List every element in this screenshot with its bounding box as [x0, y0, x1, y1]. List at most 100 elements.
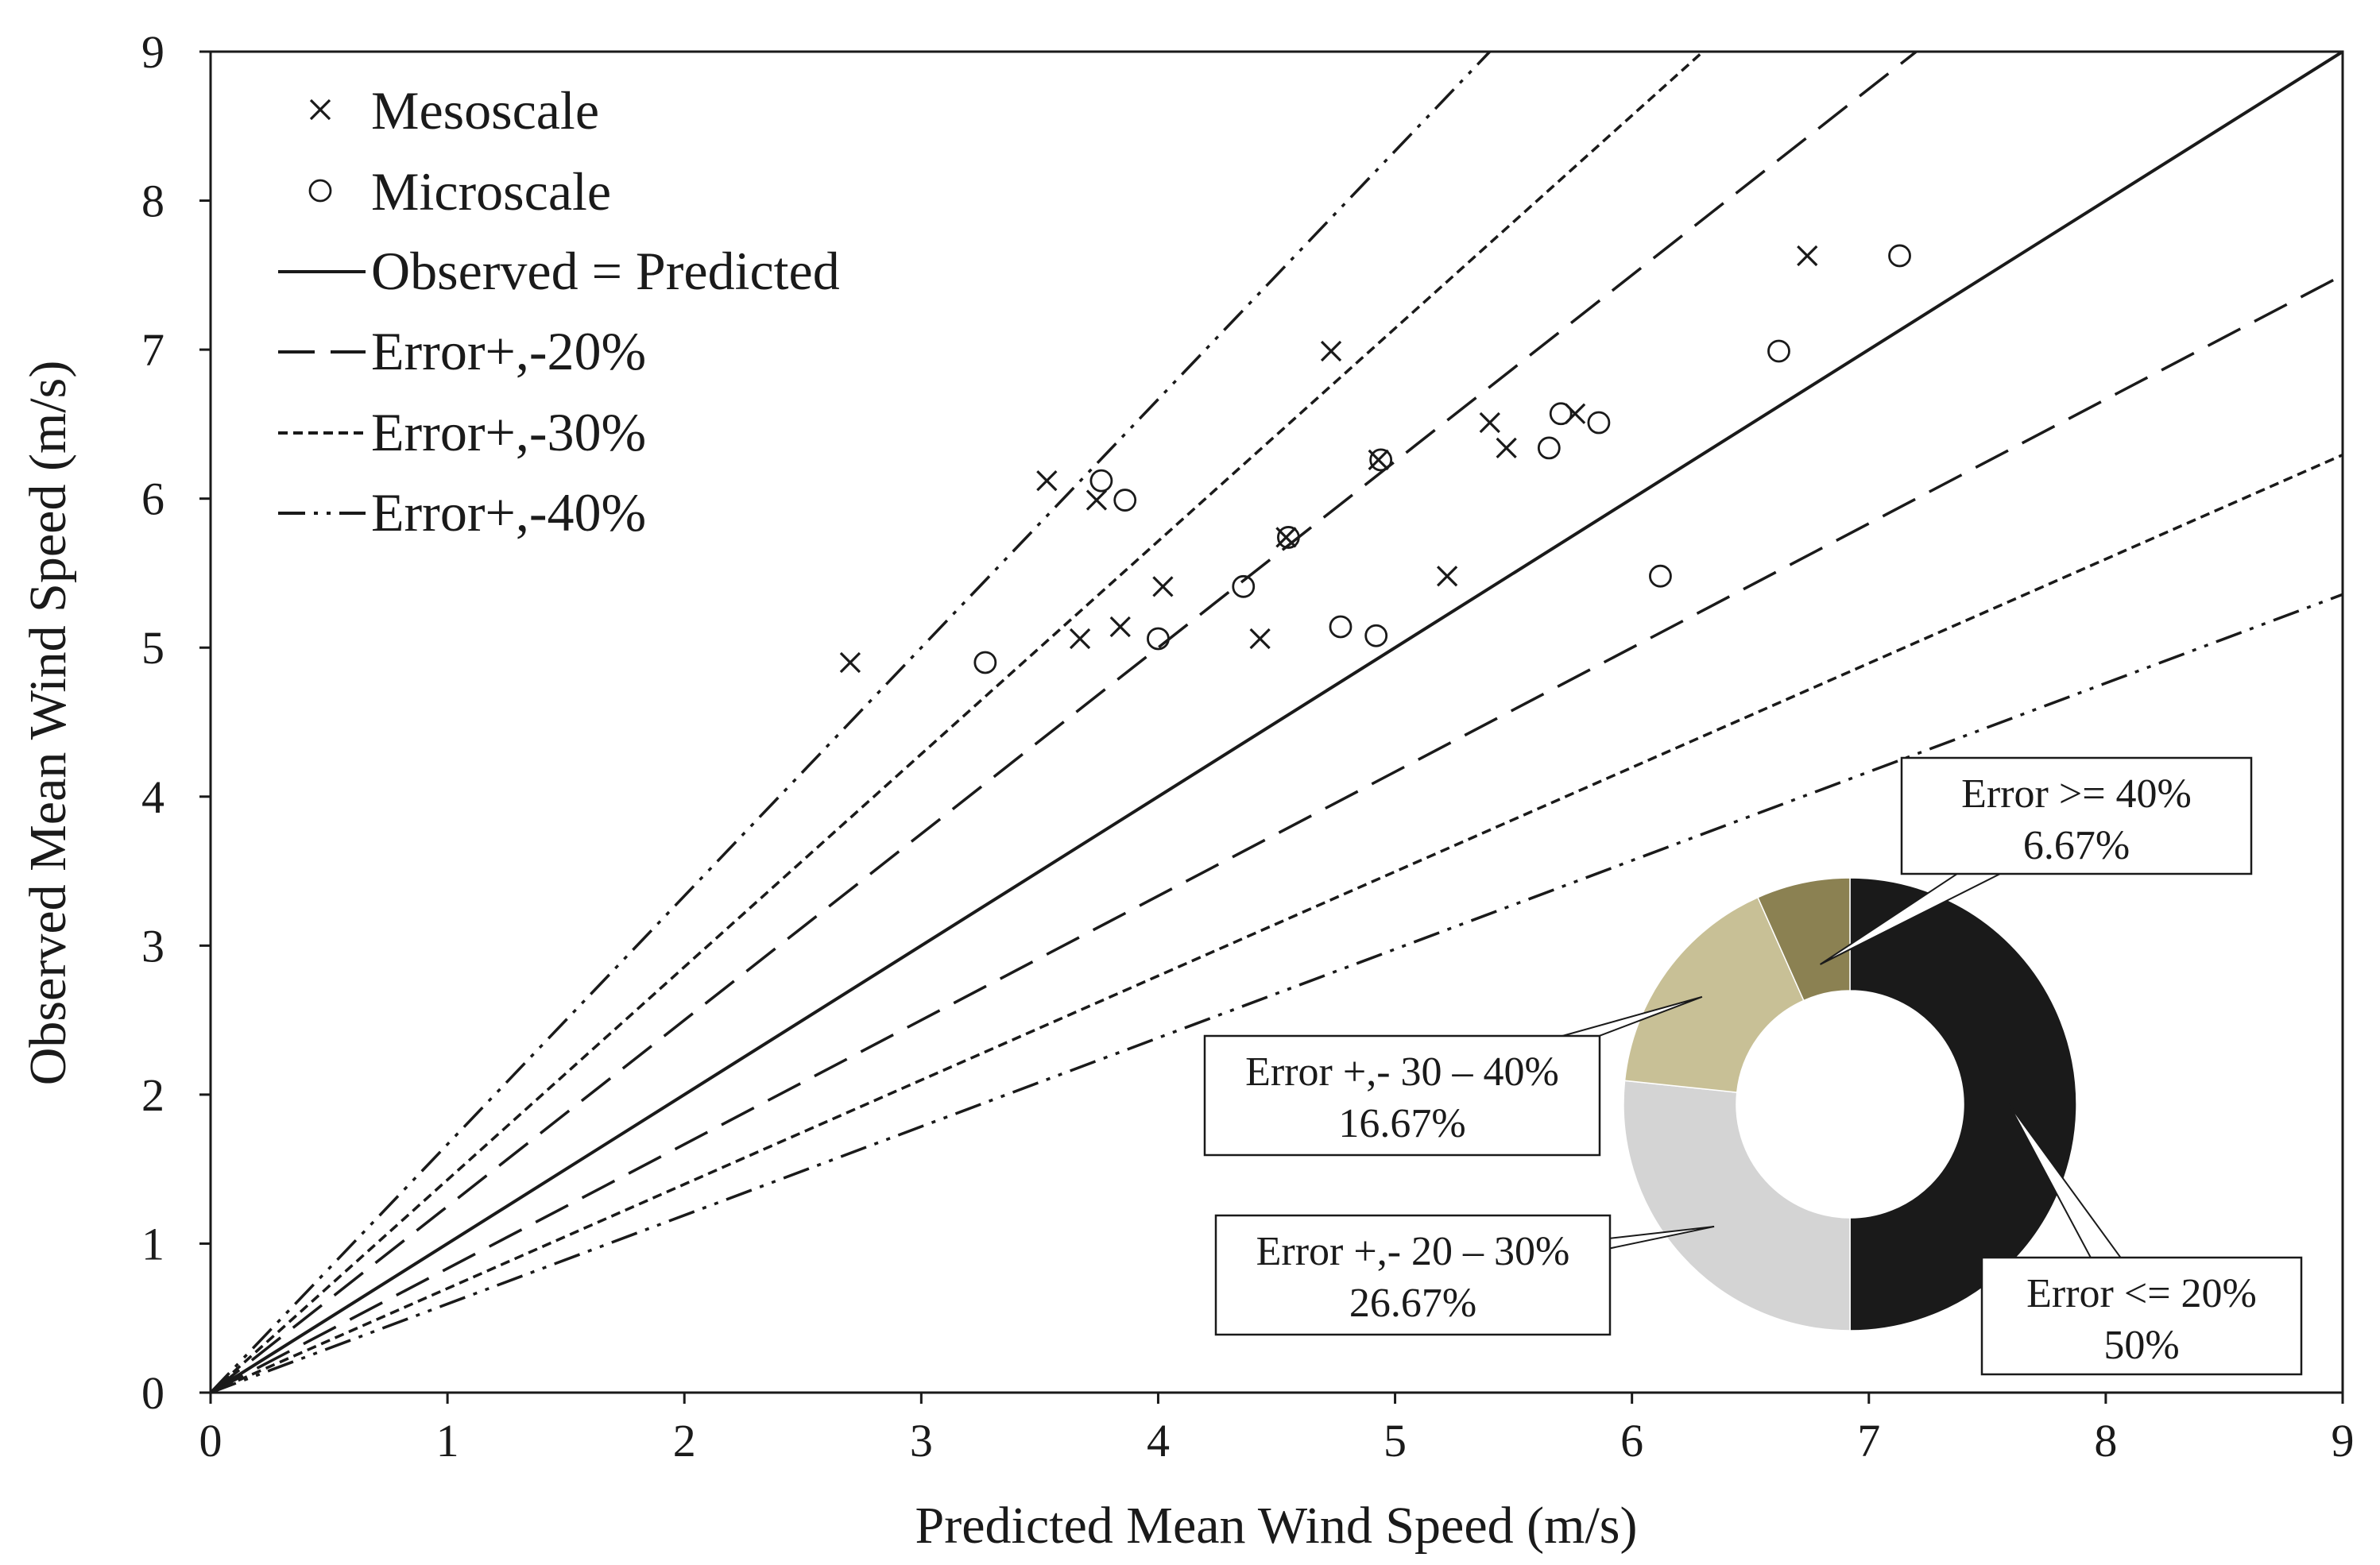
mesoscale-point — [1086, 489, 1108, 511]
x-tick-label: 5 — [1383, 1415, 1407, 1466]
x-tick-label: 6 — [1620, 1415, 1643, 1466]
callout-error-20-30: Error +,- 20 – 30% 26.67% — [1214, 1214, 1715, 1336]
y-tick-label: 8 — [141, 176, 164, 227]
x-tick-label: 3 — [910, 1415, 933, 1466]
y-tick-label: 6 — [141, 473, 164, 525]
callout-label: Error >= 40% — [1961, 771, 2192, 817]
mesoscale-point — [1496, 437, 1517, 459]
legend-item-error-30: Error+,-30% — [278, 402, 646, 462]
legend-label-error-30: Error+,-30% — [371, 402, 646, 462]
mesoscale-point — [1069, 628, 1091, 650]
callout-label: Error +,- 30 – 40% — [1245, 1049, 1559, 1095]
marker-x-stroke-b — [839, 651, 861, 674]
y-tick-label: 2 — [141, 1069, 164, 1121]
mesoscale-point — [1109, 616, 1131, 638]
legend-label-error-40: Error+,-40% — [371, 482, 646, 543]
plot-frame — [209, 50, 2344, 1394]
microscale-point — [1767, 339, 1790, 363]
legend-label-mesoscale: Mesoscale — [371, 80, 599, 141]
legend: Mesoscale Microscale Observed = Predicted E… — [278, 80, 840, 543]
y-tick-label: 4 — [141, 771, 164, 823]
reference-line-error-30-1 — [211, 453, 2343, 1393]
microscale-point — [1232, 574, 1256, 598]
donut-chart — [1623, 877, 2077, 1331]
marker-x-stroke-b — [1437, 566, 1458, 587]
callout-error-20: Error <= 20% 50% — [1980, 1103, 2303, 1376]
marker-x-stroke-b — [1086, 489, 1108, 511]
reference-lines — [211, 52, 2343, 1393]
mesoscale-point — [1479, 412, 1500, 434]
y-tick-label: 5 — [141, 622, 164, 674]
mesoscale-point — [1437, 566, 1458, 587]
y-tick-label: 7 — [141, 324, 164, 376]
microscale-point — [1147, 627, 1170, 651]
callout-value: 16.67% — [1338, 1101, 1465, 1146]
mesoscale-point — [1797, 245, 1818, 267]
marker-x-stroke-b — [1320, 340, 1342, 362]
legend-item-microscale: Microscale — [308, 161, 611, 222]
callout-label: Error +,- 20 – 30% — [1256, 1229, 1570, 1274]
microscale-point — [1649, 564, 1672, 588]
microscale-point — [1537, 436, 1561, 460]
marker-x-stroke-b — [1109, 616, 1131, 638]
y-axis-title: Observed Mean Wind Speed (m/s) — [19, 361, 77, 1086]
microscale-point — [1329, 615, 1353, 639]
donut-callouts: Error <= 20%50%Error +,- 20 – 30%26.67%E… — [1203, 756, 2303, 1376]
mesoscale-point — [1036, 470, 1058, 492]
marker-x-stroke-b — [1797, 245, 1818, 267]
marker-x-stroke-b — [1036, 470, 1058, 492]
legend-item-error-40: Error+,-40% — [278, 482, 646, 543]
callout-label: Error <= 20% — [2026, 1271, 2257, 1316]
microscale-point — [973, 651, 997, 674]
reference-line-observed-predicted-0 — [211, 52, 2343, 1393]
legend-marker-microscale — [308, 179, 332, 203]
reference-line-error-40-0 — [211, 52, 1492, 1393]
y-tick-label: 0 — [141, 1367, 164, 1419]
legend-marker-mesoscale — [309, 99, 331, 121]
x-axis-title: Predicted Mean Wind Speed (m/s) — [915, 1497, 1638, 1555]
reference-line-error-20-0 — [211, 52, 1918, 1393]
marker-x-stroke-b — [1152, 576, 1174, 597]
x-tick-label: 9 — [2332, 1415, 2355, 1466]
callout-error-40: Error >= 40% 6.67% — [1820, 756, 2253, 965]
mesoscale-point — [1152, 576, 1174, 597]
x-tick-label: 8 — [2094, 1415, 2117, 1466]
y-axis-ticks: 0 1 2 3 4 5 6 7 8 9 — [141, 26, 211, 1419]
reference-line-error-40-1 — [211, 593, 2343, 1393]
legend-item-mesoscale: Mesoscale — [309, 80, 599, 141]
donut-slice-error-20-30 — [1623, 1080, 1851, 1331]
legend-item-error-20: Error+,-20% — [278, 321, 646, 381]
marker-x-stroke-b — [1249, 628, 1271, 650]
legend-item-observed-predicted: Observed = Predicted — [278, 241, 840, 301]
callout-box — [1900, 756, 2253, 875]
scatter-markers — [839, 244, 1911, 674]
callout-box — [1203, 1034, 1601, 1157]
callout-value: 26.67% — [1349, 1281, 1476, 1326]
legend-label-microscale: Microscale — [371, 161, 611, 222]
reference-line-error-20-1 — [211, 273, 2343, 1393]
marker-x-stroke-b — [1069, 628, 1091, 650]
microscale-point — [1113, 489, 1137, 512]
microscale-point — [1549, 402, 1573, 426]
x-tick-label: 4 — [1147, 1415, 1170, 1466]
marker-x-stroke-b — [1479, 412, 1500, 434]
legend-label-observed-predicted: Observed = Predicted — [371, 241, 840, 301]
callout-value: 6.67% — [2023, 823, 2130, 868]
y-tick-label: 9 — [141, 26, 164, 78]
mesoscale-point — [1249, 628, 1271, 650]
marker-x-stroke-b — [309, 99, 331, 121]
x-tick-label: 7 — [1857, 1415, 1880, 1466]
microscale-point — [1587, 411, 1611, 435]
microscale-point — [1089, 469, 1113, 493]
donut-slice-error-40 — [1757, 877, 1851, 1002]
microscale-point — [1364, 624, 1388, 647]
y-tick-label: 3 — [141, 920, 164, 972]
callout-box — [1980, 1256, 2303, 1376]
x-tick-label: 1 — [436, 1415, 459, 1466]
callout-error-30-40: Error +,- 30 – 40% 16.67% — [1203, 995, 1703, 1157]
legend-label-error-20: Error+,-20% — [371, 321, 646, 381]
x-tick-label: 0 — [199, 1415, 223, 1466]
microscale-point — [1888, 244, 1911, 268]
callout-value: 50% — [2103, 1323, 2179, 1368]
